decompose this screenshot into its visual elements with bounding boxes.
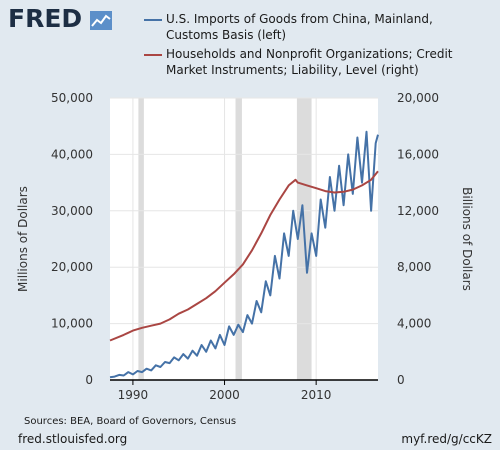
- legend-label-right-series: Households and Nonprofit Organizations; …: [166, 46, 496, 78]
- legend-label-left-series: U.S. Imports of Goods from China, Mainla…: [166, 11, 496, 43]
- sources-note: Sources: BEA, Board of Governors, Census: [24, 416, 237, 427]
- plot-area: [110, 98, 378, 380]
- left-y-tick-label: 0: [85, 373, 93, 387]
- x-tick-label: 1990: [118, 388, 149, 402]
- right-y-tick-label: 20,000: [397, 91, 439, 105]
- series-line-china-imports: [109, 130, 379, 379]
- series-line-household-credit: [109, 170, 379, 342]
- x-axis-ticks: 1990 2000 2010: [118, 380, 332, 402]
- right-y-tick-label: 0: [397, 373, 405, 387]
- legend-label-line: Households and Nonprofit Organizations; …: [166, 47, 453, 61]
- left-axis-ticks: 0 10,000 20,000 30,000 40,000 50,000: [51, 91, 93, 387]
- gridlines: [110, 97, 378, 380]
- left-y-tick-label: 50,000: [51, 91, 93, 105]
- x-tick-label: 2000: [209, 388, 240, 402]
- right-y-tick-label: 12,000: [397, 204, 439, 218]
- recession-band: [138, 98, 144, 380]
- left-axis-label: Millions of Dollars: [16, 186, 30, 292]
- left-y-tick-label: 10,000: [51, 317, 93, 331]
- legend-swatch-left-series: [144, 19, 162, 21]
- right-axis-label: Billions of Dollars: [460, 187, 474, 291]
- left-y-tick-label: 30,000: [51, 204, 93, 218]
- right-y-tick-label: 4,000: [397, 317, 431, 331]
- dual-axis-line-chart: 1990 2000 2010 0 10,000 20,000 30,000 40,000 50…: [16, 91, 474, 402]
- legend-label-line: U.S. Imports of Goods from China, Mainla…: [166, 12, 433, 26]
- right-y-tick-label: 8,000: [397, 260, 431, 274]
- legend-swatch-right-series: [144, 54, 162, 56]
- fred-chart-icon: [90, 11, 112, 30]
- legend-label-line: Market Instruments; Liability, Level (ri…: [166, 63, 419, 77]
- right-axis-ticks: 0 4,000 8,000 12,000 16,000 20,000: [397, 91, 439, 387]
- left-y-tick-label: 40,000: [51, 147, 93, 161]
- series-lines: [109, 130, 379, 379]
- x-tick-label: 2010: [301, 388, 332, 402]
- legend-label-line: Customs Basis (left): [166, 28, 287, 42]
- fred-site-link[interactable]: fred.stlouisfed.org: [18, 432, 128, 446]
- right-y-tick-label: 16,000: [397, 147, 439, 161]
- recession-band: [235, 98, 242, 380]
- left-y-tick-label: 20,000: [51, 260, 93, 274]
- short-url-link[interactable]: myf.red/g/ccKZ: [401, 432, 492, 446]
- fred-logo-text[interactable]: FRED: [8, 4, 83, 33]
